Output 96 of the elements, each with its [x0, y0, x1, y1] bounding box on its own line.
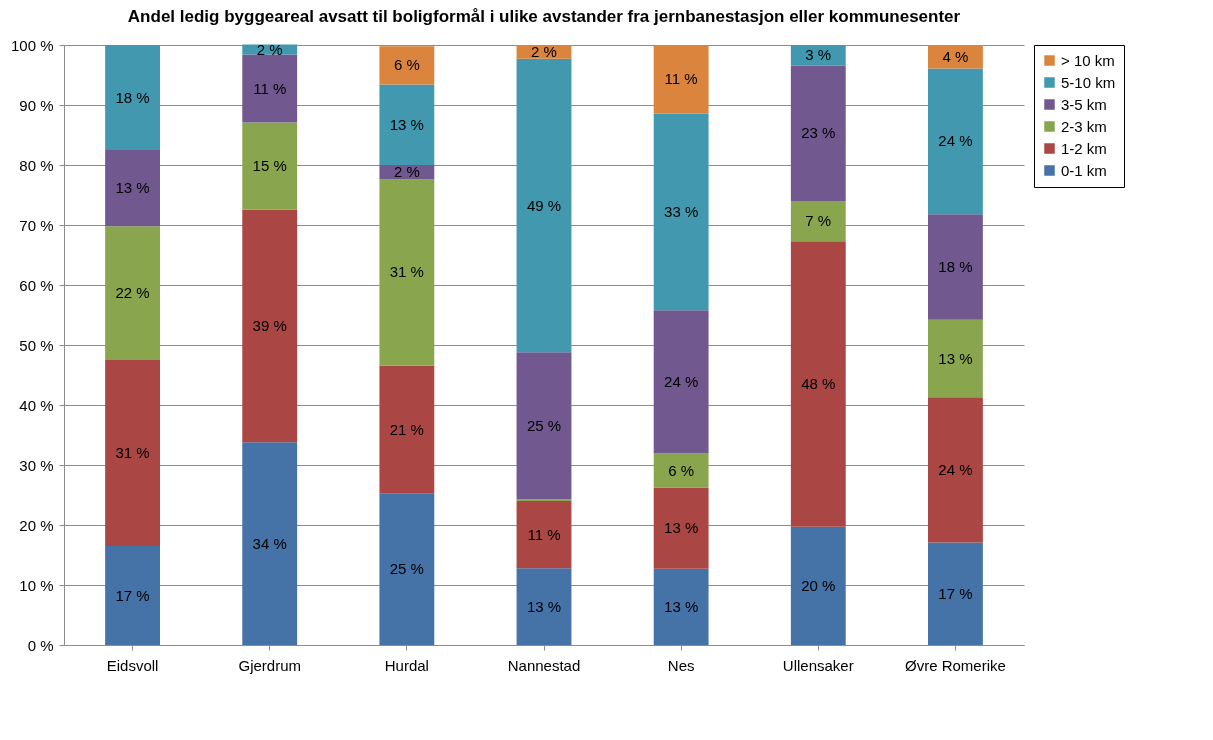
bar	[653, 453, 709, 488]
x-tick-label: Eidsvoll	[106, 656, 159, 674]
data-label: 3 %	[805, 46, 832, 64]
data-label: 2 %	[256, 40, 283, 58]
x-tick-label: Nannestad	[507, 656, 581, 674]
legend-label: 0-1 km	[1061, 161, 1107, 179]
y-tick-label: 0 %	[27, 636, 54, 654]
legend-label: 3-5 km	[1061, 95, 1107, 113]
chart-title: Andel ledig byggeareal avsatt til boligformål i ulike avstander fra jernbanestasjon eller kommunesenter	[127, 7, 961, 26]
bar	[242, 54, 298, 123]
data-label: 11 %	[253, 79, 287, 97]
data-label: 48 %	[801, 375, 836, 392]
x-tick-label: Nes	[667, 656, 695, 674]
bar	[379, 493, 435, 645]
data-label: 6 %	[668, 461, 695, 479]
data-label: 13 %	[389, 115, 424, 133]
bar	[242, 122, 298, 210]
bar	[516, 568, 572, 645]
legend-label: 1-2 km	[1061, 139, 1107, 157]
data-label: 25 %	[389, 560, 424, 578]
y-tick-label: 40 %	[19, 396, 54, 414]
bar	[105, 150, 160, 227]
bar	[928, 542, 983, 645]
data-label: 24 %	[664, 372, 699, 390]
bar	[105, 360, 160, 546]
data-label: 11 %	[664, 70, 698, 88]
bar	[105, 546, 160, 645]
y-tick-label: 70 %	[19, 216, 54, 234]
bar	[928, 214, 983, 320]
data-label: 13 %	[664, 519, 699, 537]
bar	[242, 442, 298, 645]
data-label: 31 %	[389, 263, 424, 281]
y-tick-label: 10 %	[19, 576, 54, 594]
y-tick-label: 30 %	[19, 456, 54, 474]
bar	[516, 501, 572, 569]
bar	[653, 487, 709, 569]
data-label: 17 %	[115, 586, 150, 604]
data-label: 13 %	[526, 597, 562, 615]
y-tick-label: 90 %	[19, 96, 54, 114]
x-tick-label: Gjerdrum	[238, 656, 301, 674]
x-tick-label: Hurdal	[384, 656, 429, 674]
data-label: 34 %	[252, 534, 287, 552]
bar	[379, 365, 435, 494]
bar	[516, 352, 572, 500]
data-label: 49 %	[526, 196, 562, 214]
bar	[516, 58, 572, 353]
data-label: 20 %	[801, 576, 836, 594]
x-tick-label: Ullensaker	[782, 656, 854, 674]
data-label: 4 %	[942, 47, 969, 65]
data-label: 13 %	[664, 597, 699, 615]
data-label: 21 %	[389, 420, 424, 438]
data-label: 24 %	[938, 132, 973, 150]
y-tick-label: 50 %	[19, 336, 54, 354]
data-label: 33 %	[664, 202, 699, 220]
data-label: 11 %	[527, 525, 561, 543]
data-label: 18 %	[938, 258, 973, 275]
bar	[790, 241, 846, 527]
data-label: 24 %	[938, 460, 973, 478]
data-label: 25 %	[526, 416, 562, 434]
data-label: 22 %	[115, 284, 150, 302]
data-label: 13 %	[115, 179, 150, 197]
bar	[790, 201, 846, 242]
bar	[653, 113, 709, 311]
y-tick-label: 60 %	[19, 276, 54, 294]
bar	[790, 65, 846, 201]
bar	[653, 568, 709, 645]
bar	[928, 68, 983, 215]
bar	[790, 526, 846, 645]
y-tick-label: 20 %	[19, 516, 54, 534]
legend-label: 2-3 km	[1061, 117, 1107, 135]
data-label: 18 %	[115, 88, 150, 106]
bar	[653, 45, 709, 114]
legend-label: 5-10 km	[1061, 73, 1116, 91]
data-label: 31 %	[115, 444, 150, 461]
bar	[653, 310, 709, 454]
x-tick-label: Øvre Romerike	[905, 656, 1006, 674]
data-label: 13 %	[938, 349, 973, 367]
bar	[105, 45, 160, 150]
data-label: 39 %	[252, 316, 287, 334]
bar	[379, 84, 435, 165]
data-label: 2 %	[531, 42, 557, 60]
y-tick-label: 80 %	[19, 156, 54, 174]
bar	[928, 397, 983, 543]
y-tick-label: 100 %	[10, 36, 54, 54]
bar	[928, 319, 983, 398]
data-label: 15 %	[252, 156, 287, 174]
data-label: 23 %	[801, 124, 836, 142]
bar	[379, 179, 435, 366]
bar	[105, 226, 160, 360]
data-label: 17 %	[938, 584, 973, 602]
bar	[379, 46, 435, 85]
legend-label: > 10 km	[1061, 51, 1115, 69]
data-label: 6 %	[393, 56, 420, 74]
bar	[242, 209, 298, 443]
data-label: 2 %	[393, 163, 420, 181]
data-label: 7 %	[805, 212, 832, 230]
